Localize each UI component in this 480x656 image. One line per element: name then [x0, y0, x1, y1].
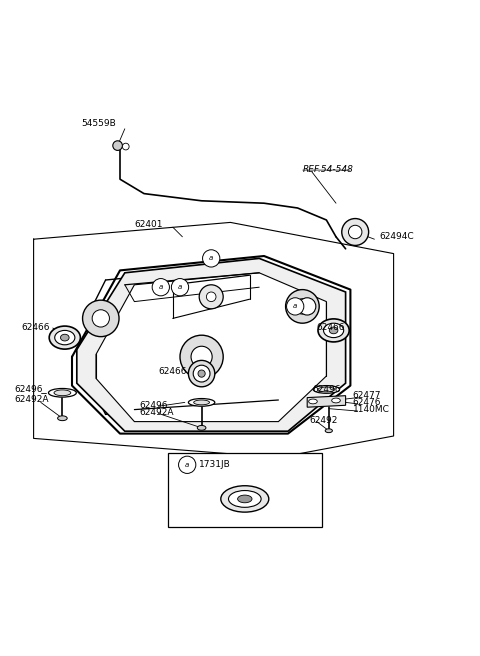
Text: 62496: 62496: [14, 385, 43, 394]
Circle shape: [286, 289, 319, 323]
Polygon shape: [307, 396, 346, 407]
Ellipse shape: [58, 416, 67, 420]
Circle shape: [191, 346, 212, 367]
Circle shape: [348, 225, 362, 239]
Circle shape: [287, 298, 304, 315]
Text: 62494C: 62494C: [379, 232, 414, 241]
Ellipse shape: [329, 327, 338, 334]
Text: 62492A: 62492A: [139, 409, 174, 417]
Circle shape: [83, 300, 119, 337]
Ellipse shape: [60, 335, 69, 341]
Text: 62496: 62496: [312, 385, 340, 394]
Ellipse shape: [325, 429, 333, 433]
Ellipse shape: [318, 319, 349, 342]
Ellipse shape: [324, 323, 344, 338]
Circle shape: [299, 298, 316, 315]
Circle shape: [206, 292, 216, 302]
Text: 54559B: 54559B: [81, 119, 116, 127]
Text: 62466: 62466: [22, 323, 50, 333]
Circle shape: [199, 285, 223, 309]
Ellipse shape: [309, 399, 317, 404]
Text: a: a: [185, 462, 189, 468]
Text: 62476: 62476: [353, 398, 381, 407]
Ellipse shape: [198, 370, 205, 377]
Ellipse shape: [54, 390, 71, 396]
Circle shape: [92, 310, 109, 327]
Text: 62477: 62477: [353, 391, 381, 400]
Ellipse shape: [221, 485, 269, 512]
Circle shape: [179, 456, 196, 474]
Circle shape: [203, 250, 220, 267]
Text: a: a: [293, 303, 297, 310]
Text: 1140MC: 1140MC: [353, 405, 390, 414]
Ellipse shape: [194, 400, 209, 405]
Circle shape: [171, 279, 189, 296]
Ellipse shape: [197, 426, 206, 430]
Ellipse shape: [193, 365, 210, 382]
Ellipse shape: [332, 398, 340, 403]
Circle shape: [342, 218, 369, 245]
Text: a: a: [159, 284, 163, 290]
Text: REF.54-548: REF.54-548: [302, 165, 353, 174]
Circle shape: [122, 143, 129, 150]
Text: 62496: 62496: [139, 401, 168, 410]
Text: 62466: 62466: [158, 367, 187, 376]
Polygon shape: [96, 273, 326, 422]
Ellipse shape: [188, 399, 215, 406]
Circle shape: [113, 141, 122, 150]
Text: a: a: [178, 284, 182, 290]
Ellipse shape: [48, 388, 76, 397]
Ellipse shape: [49, 326, 81, 349]
Text: 62492: 62492: [310, 416, 338, 425]
Ellipse shape: [188, 360, 215, 387]
Ellipse shape: [318, 387, 335, 392]
Circle shape: [180, 335, 223, 379]
Text: 62466: 62466: [317, 323, 345, 333]
Circle shape: [152, 279, 169, 296]
Text: 62492A: 62492A: [14, 394, 49, 403]
Polygon shape: [77, 258, 346, 431]
Ellipse shape: [238, 495, 252, 502]
Text: a: a: [209, 255, 213, 261]
Text: 62401: 62401: [134, 220, 163, 230]
Bar: [168, 453, 322, 527]
Circle shape: [295, 298, 310, 314]
Ellipse shape: [313, 386, 340, 394]
Ellipse shape: [55, 331, 75, 345]
Ellipse shape: [228, 491, 261, 507]
Text: 1731JB: 1731JB: [199, 461, 231, 469]
